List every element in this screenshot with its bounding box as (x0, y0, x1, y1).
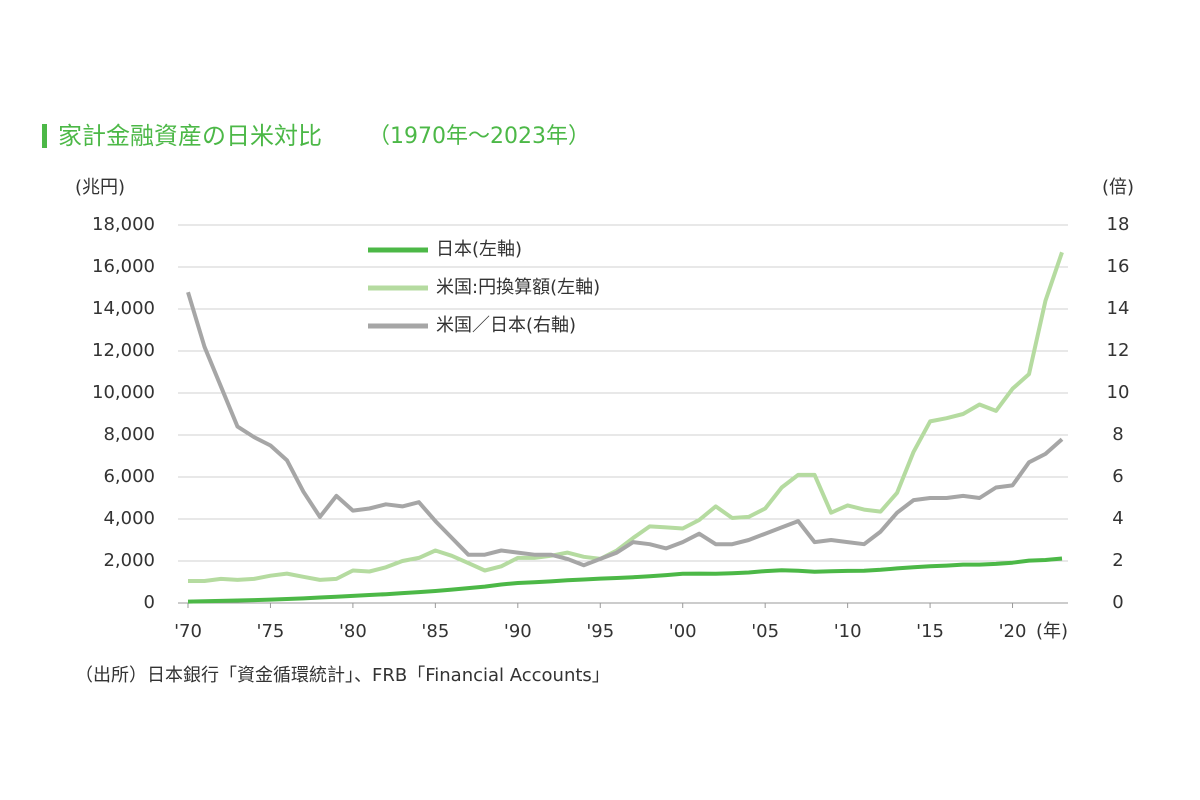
chart-subtitle: （1970年～2023年） (368, 124, 590, 149)
y-tick-label: 0 (144, 592, 155, 613)
x-tick-label: '90 (504, 621, 532, 642)
x-tick-label: '95 (586, 621, 614, 642)
x-tick-label: '70 (174, 621, 202, 642)
y2-tick-label: 10 (1107, 382, 1130, 403)
y2-axis-label: (倍) (1102, 177, 1134, 198)
y2-tick-label: 6 (1112, 466, 1123, 487)
x-tick-label: '00 (669, 621, 697, 642)
legend-label: 日本(左軸) (436, 239, 522, 260)
x-tick-label: '20 (999, 621, 1027, 642)
y-tick-label: 8,000 (103, 424, 155, 445)
y2-tick-label: 12 (1107, 340, 1130, 361)
y2-tick-label: 4 (1112, 508, 1123, 529)
x-tick-label: '80 (339, 621, 367, 642)
x-axis-label: (年) (1036, 621, 1068, 642)
y2-tick-label: 8 (1112, 424, 1123, 445)
y-tick-label: 10,000 (92, 382, 155, 403)
x-tick-label: '75 (257, 621, 285, 642)
legend-label: 米国:円換算額(左軸) (436, 277, 600, 298)
x-tick-label: '05 (751, 621, 779, 642)
y2-tick-label: 16 (1107, 256, 1130, 277)
series-line (186, 291, 1064, 568)
series-line (187, 556, 1063, 604)
series-line (188, 251, 1064, 583)
y2-tick-label: 18 (1107, 214, 1130, 235)
y2-tick-label: 14 (1107, 298, 1130, 319)
x-tick-label: '15 (916, 621, 944, 642)
y2-tick-label: 0 (1112, 592, 1123, 613)
y-tick-label: 14,000 (92, 298, 155, 319)
chart-title: 家計金融資産の日米対比 (58, 122, 322, 150)
y-tick-label: 16,000 (92, 256, 155, 277)
y-axis-label: (兆円) (75, 177, 125, 198)
y-tick-label: 4,000 (103, 508, 155, 529)
y-tick-label: 18,000 (92, 214, 155, 235)
x-tick-label: '85 (421, 621, 449, 642)
y2-tick-label: 2 (1112, 550, 1123, 571)
title-marker (42, 124, 47, 148)
legend-label: 米国／日本(右軸) (436, 315, 576, 336)
x-tick-label: '10 (834, 621, 862, 642)
y-tick-label: 2,000 (103, 550, 155, 571)
y-tick-label: 6,000 (103, 466, 155, 487)
source-note: （出所）日本銀行「資金循環統計」、FRB「Financial Accounts」 (75, 665, 610, 686)
y-tick-label: 12,000 (92, 340, 155, 361)
